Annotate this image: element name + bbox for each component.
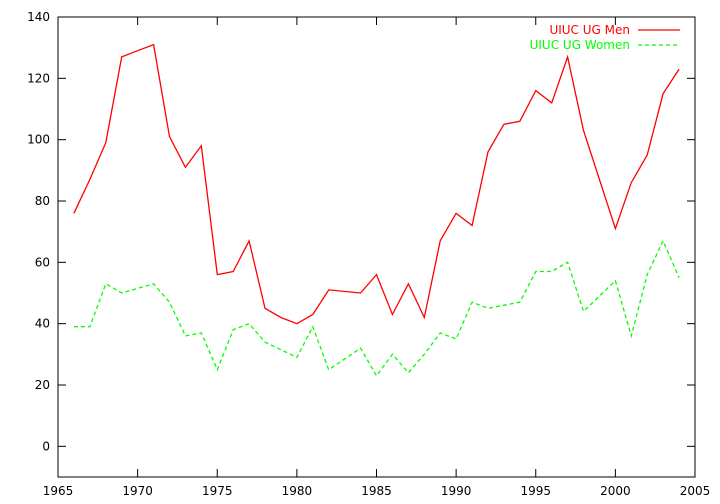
y-tick-label: 20 (35, 378, 50, 392)
x-tick-label: 2000 (600, 484, 631, 498)
x-tick-label: 1990 (441, 484, 472, 498)
series-line-2 (73, 239, 680, 377)
x-tick-label: 1975 (202, 484, 233, 498)
y-tick-label: 60 (35, 255, 50, 269)
x-tick-label: 2005 (680, 484, 711, 498)
y-tick-label: 80 (35, 194, 50, 208)
axis-ticks: 0 20 40 60 80 100 120 140 1965 1970 1975 1980 1985 19… (27, 10, 710, 498)
series-lines (73, 43, 680, 377)
x-tick-label: 1985 (361, 484, 392, 498)
x-tick-label: 1970 (122, 484, 153, 498)
y-tick-label: 0 (42, 439, 50, 453)
y-tick-label: 40 (35, 317, 50, 331)
legend-label: UIUC UG Men (549, 23, 630, 37)
x-tick-label: 1995 (520, 484, 551, 498)
y-tick-label: 140 (27, 10, 50, 24)
legend-label: UIUC UG Women (530, 38, 630, 52)
plot-frame (57, 16, 696, 478)
x-tick-label: 1965 (43, 484, 74, 498)
x-tick-label: 1980 (282, 484, 313, 498)
y-tick-label: 120 (27, 71, 50, 85)
series-line-1 (73, 43, 680, 325)
y-tick-label: 100 (27, 133, 50, 147)
